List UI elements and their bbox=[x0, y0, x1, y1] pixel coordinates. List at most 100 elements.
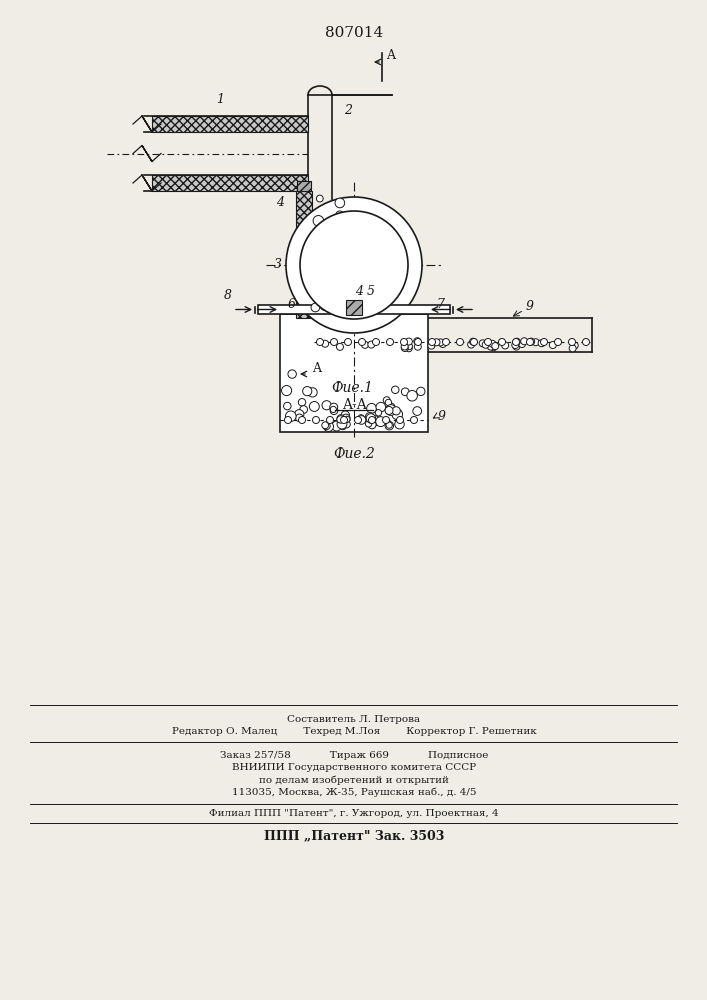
Circle shape bbox=[316, 268, 323, 275]
Circle shape bbox=[325, 254, 333, 261]
Bar bbox=[152, 175, 308, 191]
Circle shape bbox=[344, 338, 351, 346]
Text: Фue.1: Фue.1 bbox=[331, 381, 373, 395]
Circle shape bbox=[295, 410, 304, 419]
Circle shape bbox=[342, 414, 350, 422]
Circle shape bbox=[527, 338, 534, 345]
Circle shape bbox=[484, 338, 491, 346]
Circle shape bbox=[354, 416, 361, 424]
Circle shape bbox=[414, 338, 421, 346]
Circle shape bbox=[498, 338, 506, 346]
Bar bbox=[296, 191, 312, 318]
Circle shape bbox=[329, 270, 338, 279]
Circle shape bbox=[367, 403, 376, 413]
Text: 113035, Москва, Ж-35, Раушская наб., д. 4/5: 113035, Москва, Ж-35, Раушская наб., д. … bbox=[232, 787, 477, 797]
Text: по делам изобретений и открытий: по делам изобретений и открытий bbox=[259, 775, 449, 785]
Circle shape bbox=[330, 338, 337, 346]
Bar bbox=[346, 300, 362, 315]
Circle shape bbox=[518, 340, 525, 347]
Circle shape bbox=[569, 345, 576, 352]
Circle shape bbox=[337, 343, 344, 350]
Text: Редактор О. Малец        Техред М.Лоя        Корректор Г. Решетник: Редактор О. Малец Техред М.Лоя Корректор… bbox=[172, 728, 537, 736]
Circle shape bbox=[332, 421, 341, 431]
Circle shape bbox=[375, 410, 382, 416]
Text: ППП „Патент" Зак. 3503: ППП „Патент" Зак. 3503 bbox=[264, 830, 444, 842]
Circle shape bbox=[323, 422, 330, 430]
Circle shape bbox=[368, 416, 375, 424]
Circle shape bbox=[366, 414, 375, 423]
Circle shape bbox=[327, 416, 334, 424]
Circle shape bbox=[298, 416, 305, 424]
Circle shape bbox=[520, 338, 527, 345]
Circle shape bbox=[324, 421, 334, 432]
Circle shape bbox=[286, 411, 296, 422]
Circle shape bbox=[368, 421, 376, 429]
Circle shape bbox=[392, 409, 402, 420]
Circle shape bbox=[532, 339, 539, 346]
Circle shape bbox=[387, 403, 395, 410]
Circle shape bbox=[470, 338, 477, 346]
Circle shape bbox=[413, 407, 421, 415]
Circle shape bbox=[300, 406, 308, 413]
Circle shape bbox=[332, 225, 341, 235]
Text: Фue.2: Фue.2 bbox=[333, 447, 375, 461]
Circle shape bbox=[339, 264, 345, 270]
Circle shape bbox=[428, 338, 436, 346]
Circle shape bbox=[397, 416, 404, 424]
Circle shape bbox=[375, 417, 385, 427]
Circle shape bbox=[513, 338, 520, 345]
Circle shape bbox=[298, 399, 305, 406]
Text: ВНИИПИ Государственного комитета СССР: ВНИИПИ Государственного комитета СССР bbox=[232, 764, 476, 772]
Circle shape bbox=[337, 415, 345, 423]
Circle shape bbox=[433, 339, 440, 346]
Text: 4: 4 bbox=[355, 285, 363, 298]
Circle shape bbox=[370, 416, 379, 425]
Circle shape bbox=[395, 419, 404, 429]
Circle shape bbox=[312, 273, 319, 280]
Circle shape bbox=[341, 416, 348, 424]
Circle shape bbox=[322, 340, 329, 347]
Circle shape bbox=[583, 338, 590, 346]
Circle shape bbox=[385, 399, 392, 406]
Circle shape bbox=[329, 403, 338, 411]
Circle shape bbox=[344, 416, 350, 423]
Circle shape bbox=[356, 417, 362, 423]
Circle shape bbox=[336, 211, 344, 219]
Text: A: A bbox=[386, 49, 395, 62]
Text: 3: 3 bbox=[274, 258, 282, 271]
Circle shape bbox=[300, 211, 408, 319]
Text: A: A bbox=[312, 362, 321, 375]
Circle shape bbox=[286, 197, 422, 333]
Circle shape bbox=[366, 413, 374, 421]
Circle shape bbox=[405, 343, 412, 350]
Circle shape bbox=[357, 416, 366, 424]
Circle shape bbox=[405, 345, 412, 352]
Circle shape bbox=[411, 416, 418, 424]
Circle shape bbox=[373, 338, 380, 346]
Text: 4: 4 bbox=[276, 196, 284, 209]
Text: 1: 1 bbox=[216, 93, 224, 106]
Circle shape bbox=[343, 421, 350, 428]
Circle shape bbox=[317, 195, 323, 202]
Circle shape bbox=[402, 344, 409, 351]
Circle shape bbox=[386, 422, 392, 428]
Circle shape bbox=[332, 301, 342, 311]
Circle shape bbox=[366, 421, 372, 427]
Circle shape bbox=[407, 390, 417, 401]
Circle shape bbox=[387, 338, 394, 346]
Circle shape bbox=[320, 303, 328, 310]
Circle shape bbox=[414, 338, 421, 345]
Circle shape bbox=[502, 342, 508, 349]
Circle shape bbox=[549, 342, 556, 349]
Circle shape bbox=[358, 338, 366, 346]
Circle shape bbox=[385, 421, 394, 430]
Circle shape bbox=[310, 402, 320, 411]
Circle shape bbox=[428, 342, 435, 349]
Circle shape bbox=[482, 341, 489, 348]
Circle shape bbox=[361, 341, 368, 348]
Bar bbox=[152, 116, 308, 132]
Circle shape bbox=[385, 405, 396, 415]
Circle shape bbox=[437, 339, 444, 346]
Text: 7: 7 bbox=[436, 298, 444, 312]
Circle shape bbox=[571, 342, 578, 349]
